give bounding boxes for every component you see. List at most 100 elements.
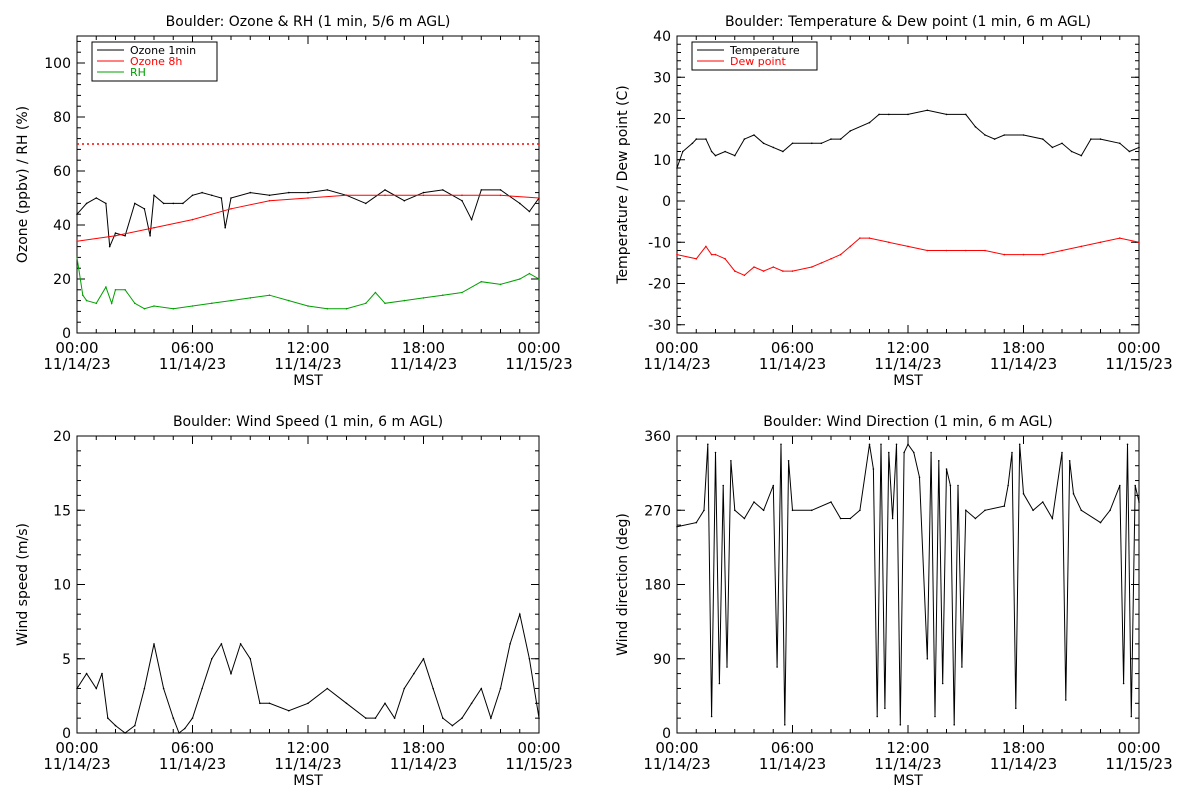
legend-label: Temperature [729, 44, 800, 57]
x-tick-label-date: 11/14/23 [759, 355, 826, 373]
data-point [876, 715, 878, 718]
data-point [730, 460, 732, 462]
data-point [461, 717, 463, 719]
data-point [162, 687, 165, 690]
data-point [772, 266, 775, 268]
data-point [710, 150, 713, 153]
data-point [714, 154, 717, 157]
data-point [849, 245, 852, 248]
data-point [1022, 253, 1025, 256]
x-tick-label-time: 18:00 [1002, 339, 1045, 357]
y-tick-label: 40 [653, 29, 671, 45]
data-point [945, 113, 948, 116]
data-point [695, 258, 698, 260]
data-point [288, 191, 290, 194]
data-point [85, 202, 88, 205]
data-point [938, 460, 940, 462]
data-point [965, 113, 967, 116]
chart-panel-4: Boulder: Wind Direction (1 min, 6 m AGL)… [615, 414, 1173, 789]
data-point [949, 484, 952, 487]
data-point [722, 484, 724, 487]
data-point [1130, 715, 1133, 718]
y-tick-label: 60 [53, 164, 71, 180]
data-point [1134, 484, 1136, 487]
x-tick-label-date: 11/14/23 [390, 755, 457, 773]
data-point [519, 278, 521, 280]
data-point [480, 687, 483, 690]
x-axis-label: MST [893, 373, 923, 389]
data-point [384, 302, 386, 305]
data-point [153, 305, 155, 307]
data-point [201, 191, 203, 194]
data-point [1061, 142, 1063, 145]
data-point [153, 643, 155, 645]
data-point [884, 707, 886, 710]
data-point [743, 138, 746, 140]
data-point [859, 509, 861, 512]
x-tick-label-date: 11/14/23 [390, 355, 457, 373]
x-tick-label-time: 12:00 [886, 739, 929, 757]
data-point [365, 302, 367, 305]
data-point [422, 658, 425, 660]
x-tick-label-time: 00:00 [517, 339, 560, 357]
data-point [307, 191, 309, 194]
data-point [82, 294, 84, 297]
data-point [710, 253, 713, 256]
data-point [85, 299, 88, 302]
data-point [268, 702, 271, 705]
data-point [268, 194, 271, 197]
data-point [345, 194, 348, 197]
data-point [782, 150, 784, 153]
data-point [249, 297, 252, 299]
x-tick-label-date: 11/14/23 [990, 755, 1057, 773]
data-point [538, 717, 540, 719]
data-point [1003, 505, 1006, 507]
data-point [499, 687, 502, 690]
y-axis-label: Temperature / Dew point (C) [615, 85, 631, 284]
data-point [1099, 521, 1102, 524]
series-line-1 [676, 109, 1140, 169]
data-point [114, 289, 117, 291]
data-point [734, 154, 736, 157]
x-tick-label-time: 06:00 [171, 739, 214, 757]
data-point [1061, 249, 1063, 252]
data-point [191, 218, 194, 221]
data-point [230, 197, 232, 199]
data-point [76, 687, 78, 690]
x-tick-label-time: 00:00 [517, 739, 560, 757]
chart-title: Boulder: Wind Direction (1 min, 6 m AGL) [763, 414, 1052, 430]
legend-label: Ozone 8h [130, 55, 182, 68]
data-point [1099, 138, 1102, 140]
data-point [849, 517, 852, 520]
series-line-2 [676, 237, 1140, 276]
chart-panel-2: Boulder: Temperature & Dew point (1 min,… [615, 14, 1173, 389]
data-point [110, 302, 113, 305]
y-tick-label: 180 [644, 578, 671, 594]
data-point [134, 202, 136, 205]
data-point [422, 191, 425, 194]
data-point [961, 666, 963, 668]
data-point [695, 521, 698, 524]
data-point [791, 142, 794, 145]
data-point [114, 232, 117, 234]
y-tick-label: 40 [53, 218, 71, 234]
data-point [1042, 138, 1044, 140]
data-point [403, 199, 406, 202]
data-point [230, 672, 232, 675]
data-point [211, 194, 213, 197]
data-point [707, 443, 709, 446]
y-tick-label: 0 [62, 326, 71, 342]
data-point [724, 258, 726, 260]
data-point [85, 672, 88, 675]
chart-panel-1: Boulder: Ozone & RH (1 min, 5/6 m AGL) 0 2… [15, 14, 573, 389]
data-point [220, 197, 223, 199]
data-point [528, 210, 531, 213]
data-point [984, 509, 986, 512]
data-point [676, 526, 678, 528]
data-point [230, 299, 232, 302]
data-point [891, 517, 894, 520]
y-axis-label: Wind direction (deg) [615, 513, 631, 656]
data-point [787, 460, 790, 462]
data-point [974, 126, 977, 128]
data-point [201, 687, 203, 690]
